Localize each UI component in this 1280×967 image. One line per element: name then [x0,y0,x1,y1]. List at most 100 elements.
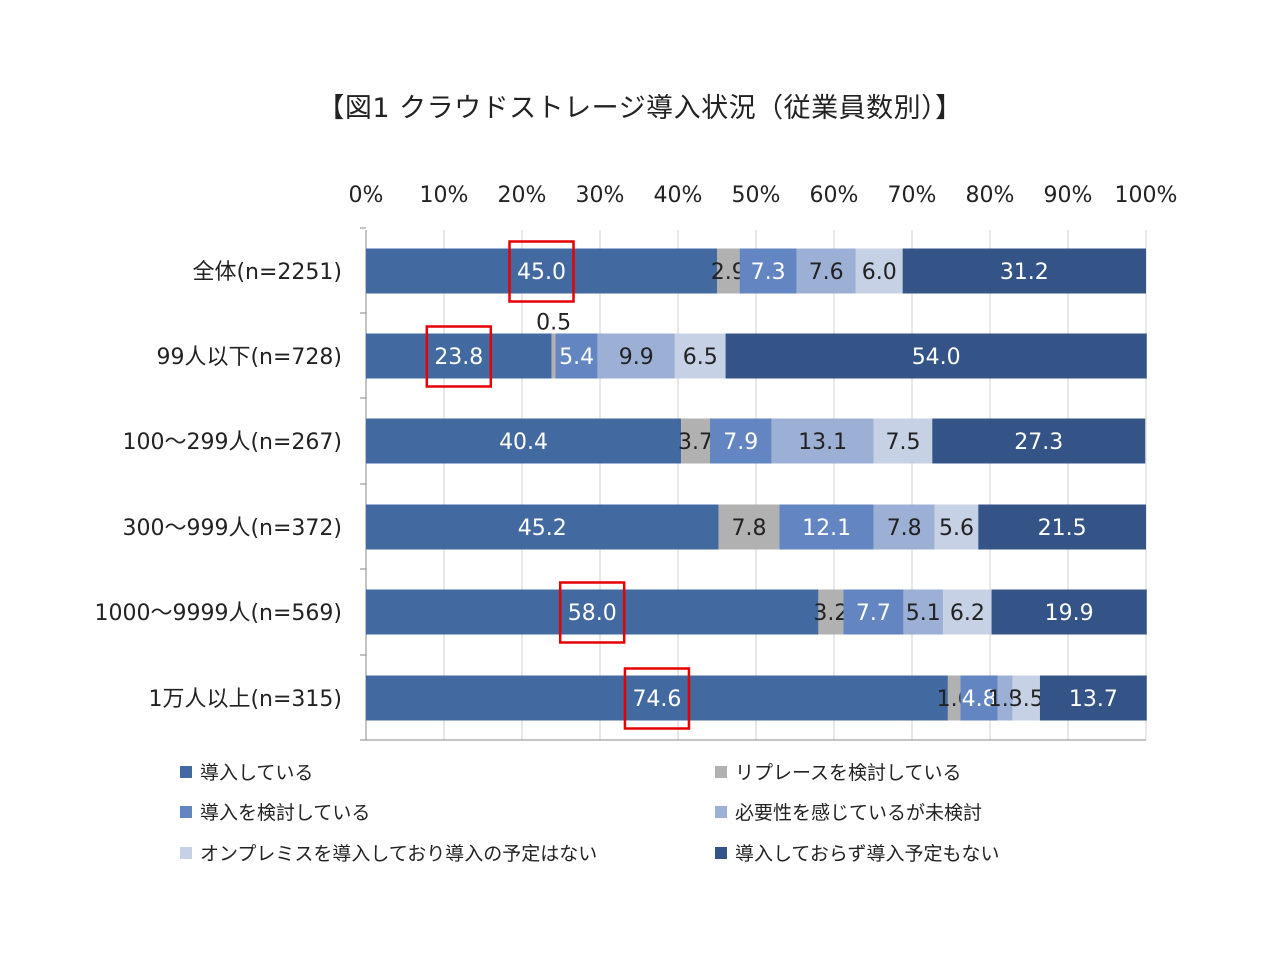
legend-item: リプレースを検討している [715,758,961,785]
bar-segment [597,333,675,379]
x-tick-label: 50% [732,183,781,208]
data-label: 5.4 [559,345,594,370]
bar-segment [873,504,935,550]
bar-segment [1012,675,1040,721]
x-tick-label: 20% [498,183,547,208]
bar-segment [725,333,1147,379]
data-label: 7.3 [751,260,786,285]
bar-segment [818,589,844,635]
category-label: 300～999人(n=372) [122,516,342,541]
data-label: 3.2 [813,601,848,626]
x-tick-label: 90% [1044,183,1093,208]
x-tick-label: 0% [349,183,384,208]
legend-label: 導入を検討している [200,802,371,824]
bar-segment [997,675,1013,721]
category-label: 100～299人(n=267) [122,430,342,455]
bar-segment [991,589,1147,635]
data-label: 6.5 [683,345,718,370]
x-tick-label: 10% [420,183,469,208]
data-label: 6.2 [950,601,985,626]
data-label: 7.9 [723,430,758,455]
bar-segment [366,418,682,464]
bar-segment [960,675,998,721]
legend-item: 導入しておらず導入予定もない [715,839,999,866]
category-label: 1000～9999人(n=569) [94,601,342,626]
legend-item: 導入している [180,758,313,785]
data-label: 31.2 [1000,260,1049,285]
bar-segment [947,675,961,721]
data-label: 4.8 [962,687,997,712]
bar-segment [718,504,780,550]
bar-segment [978,504,1146,550]
legend-swatch [715,765,727,778]
bar-segment [843,589,904,635]
bar-segment [366,248,717,294]
bar-segment [902,248,1146,294]
bar-segment [943,589,992,635]
bar-segment [709,418,772,464]
highlight-box [558,581,626,644]
x-tick-label: 100% [1115,183,1178,208]
legend-item: 導入を検討している [180,798,370,825]
data-label: 12.1 [802,516,851,541]
bar-segment [739,248,797,294]
legend-swatch [180,846,192,859]
data-label: 13.7 [1069,687,1118,712]
data-label: 3.7 [678,430,713,455]
bar-segment [873,418,933,464]
category-label: 1万人以上(n=315) [148,687,342,712]
data-label: 0.5 [536,311,571,336]
bar-segment [771,418,874,464]
data-label: 45.0 [517,260,566,285]
chart-title: 【図1 クラウドストレージ導入状況（従業員数別）】 [317,93,963,124]
bar-segment [1039,675,1147,721]
bar-segment [366,589,819,635]
x-tick-label: 30% [576,183,625,208]
data-label: 7.7 [856,601,891,626]
data-label: 45.2 [518,516,567,541]
bar-segment [366,333,552,379]
legend-item: 必要性を感じているが未検討 [715,798,982,825]
x-tick-label: 80% [966,183,1015,208]
data-label: 5.1 [906,601,941,626]
legend-swatch [715,805,727,818]
data-label: 74.6 [632,687,681,712]
data-label: 13.1 [798,430,847,455]
x-tick-label: 40% [654,183,703,208]
bar-segment [779,504,874,550]
data-label: 23.8 [434,345,483,370]
highlight-box [623,667,691,730]
legend-swatch [180,765,192,778]
data-label: 40.4 [499,430,548,455]
bar-segment [681,418,710,464]
legend-item: オンプレミスを導入しており導入の予定はない [180,839,597,866]
data-label: 5.6 [939,516,974,541]
data-label: 6.0 [862,260,897,285]
bar-segment [366,504,719,550]
data-label: 3.5 [1009,687,1044,712]
legend-label: 必要性を感じているが未検討 [735,802,983,824]
bar-segment [934,504,979,550]
bar-segment [555,333,598,379]
bar-segment [796,248,856,294]
data-label: 7.5 [886,430,921,455]
data-label: 7.8 [887,516,922,541]
category-label: 99人以下(n=728) [156,345,342,370]
legend-label: 導入しておらず導入予定もない [735,843,1000,865]
x-tick-label: 70% [888,183,937,208]
data-label: 19.9 [1045,601,1094,626]
bar-segment [903,589,944,635]
highlight-box [508,240,575,303]
data-label: 21.5 [1038,516,1087,541]
bar-segment [717,248,740,294]
data-label: 58.0 [568,601,617,626]
highlight-box [425,325,493,388]
legend-label: オンプレミスを導入しており導入の予定はない [200,843,598,865]
legend-swatch [180,805,192,818]
bar-segment [674,333,726,379]
data-label: 7.8 [731,516,766,541]
bar-segment [366,675,948,721]
legend-label: 導入している [200,762,314,784]
data-label: 27.3 [1014,430,1063,455]
